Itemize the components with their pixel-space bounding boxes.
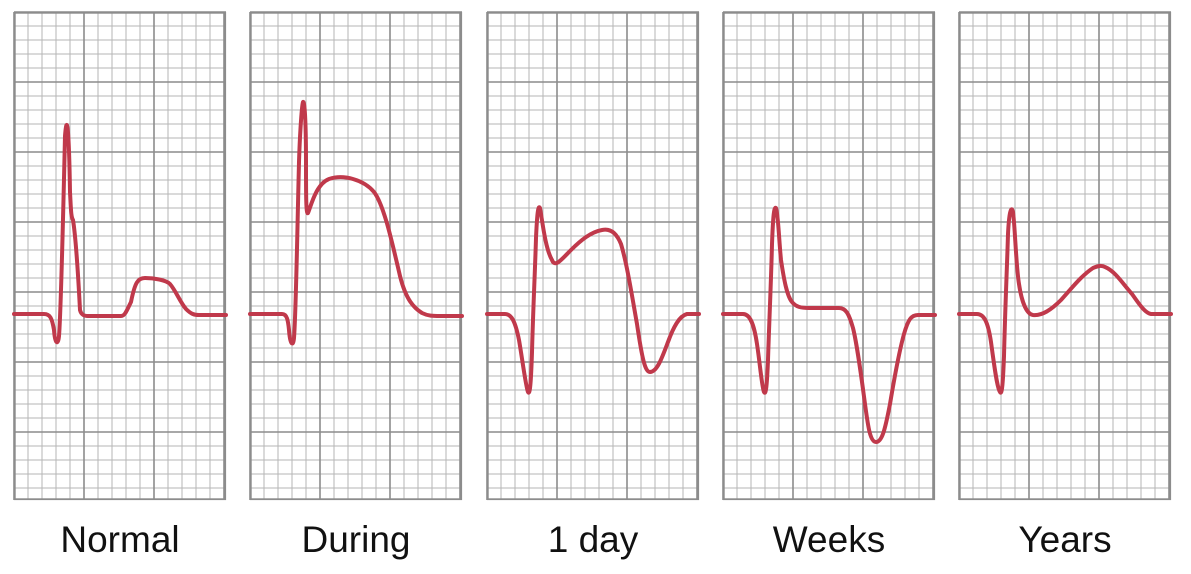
ecg-grid-during: [248, 11, 464, 501]
label-years: Years: [1018, 519, 1112, 560]
grid-border: [13, 11, 227, 501]
grid-border: [486, 11, 700, 501]
label-weeks: Weeks: [772, 519, 886, 560]
grid-border: [249, 11, 463, 501]
ecg-trace: [12, 122, 228, 345]
ecg-trace: [485, 205, 701, 395]
ecg-grid-1-day: [485, 11, 701, 501]
grid-major-lines: [13, 11, 226, 500]
grid-major-lines: [958, 11, 1171, 500]
ecg-panel-normal: [12, 11, 228, 501]
ecg-grid-normal: [12, 11, 228, 501]
ecg-grid-weeks: [721, 11, 937, 501]
label-normal: Normal: [60, 519, 180, 560]
grid-minor-lines: [487, 12, 699, 500]
ecg-panel-during: [248, 11, 464, 501]
grid-major-lines: [722, 11, 935, 500]
ecg-grid-years: [957, 11, 1173, 501]
grid-border: [958, 11, 1172, 501]
grid-minor-lines: [250, 12, 462, 500]
grid-minor-lines: [723, 12, 935, 500]
ecg-panel-1-day: [485, 11, 701, 501]
ecg-panel-weeks: [721, 11, 937, 501]
label-during: During: [301, 519, 411, 560]
ecg-trace: [957, 207, 1173, 395]
grid-minor-lines: [959, 12, 1171, 500]
grid-border: [722, 11, 936, 501]
grid-major-lines: [249, 11, 462, 500]
label-1-day: 1 day: [547, 519, 639, 560]
ecg-trace: [721, 205, 937, 444]
grid-major-lines: [486, 11, 699, 500]
ecg-trace: [248, 99, 464, 346]
grid-minor-lines: [14, 12, 226, 500]
ecg-panel-years: [957, 11, 1173, 501]
